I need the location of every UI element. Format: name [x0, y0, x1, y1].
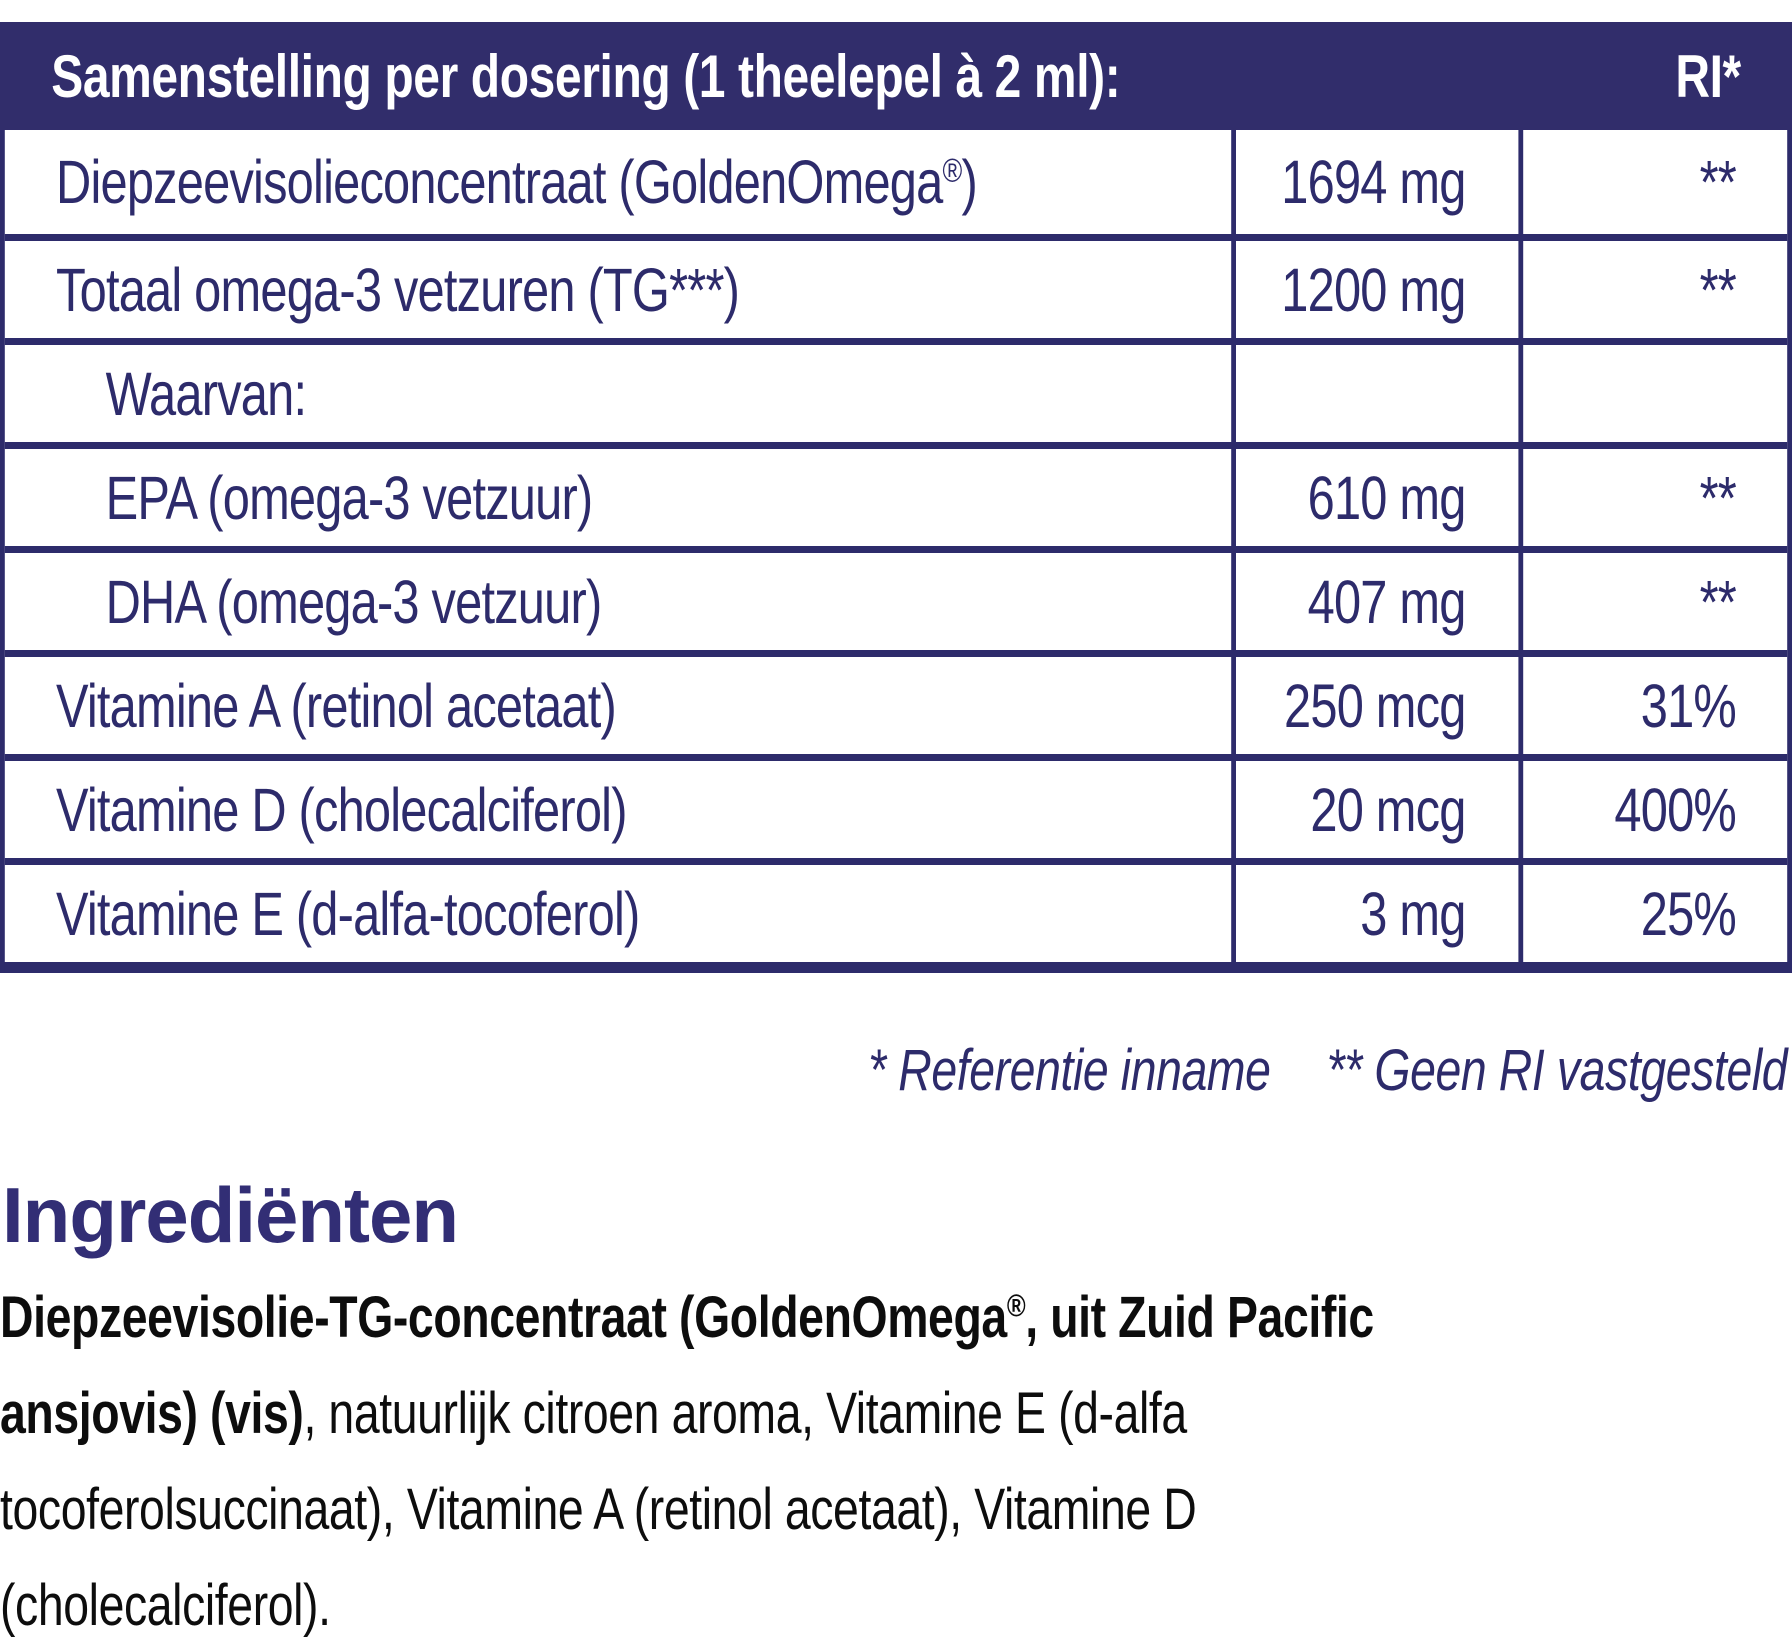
- ingredients-line: Diepzeevisolie-TG-concentraat (GoldenOme…: [0, 1285, 1374, 1350]
- amount-cell: 250 mcg: [1231, 657, 1518, 754]
- table-row: Vitamine A (retinol acetaat) 250 mcg 31%: [4, 650, 1788, 754]
- ri-cell: 400%: [1518, 761, 1787, 858]
- amount-cell: 20 mcg: [1231, 761, 1518, 858]
- table-row: Vitamine E (d-alfa-tocoferol) 3 mg 25%: [4, 858, 1788, 962]
- ingredients-line: ansjovis) (vis), natuurlijk citroen arom…: [0, 1381, 1187, 1446]
- ri-cell: 25%: [1518, 865, 1787, 962]
- table-row: Totaal omega-3 vetzuren (TG***) 1200 mg …: [4, 234, 1788, 338]
- ingredient-name-cell: EPA (omega-3 vetzuur): [105, 463, 594, 532]
- amount-cell: 1694 mg: [1231, 130, 1518, 234]
- table-row: DHA (omega-3 vetzuur) 407 mg **: [4, 546, 1788, 650]
- ri-cell: **: [1518, 130, 1787, 234]
- ingredients-line: (cholecalciferol).: [0, 1573, 331, 1638]
- registered-trademark: ®: [942, 152, 962, 190]
- nutrition-table: Samenstelling per dosering (1 theelepel …: [0, 22, 1792, 973]
- ingredient-name-cell: DHA (omega-3 vetzuur): [105, 567, 603, 636]
- ingredient-name-cell: Waarvan:: [105, 359, 307, 428]
- footnote: * Referentie inname ** Geen RI vastgestel…: [0, 1031, 1792, 1111]
- ingredients-line: tocoferolsuccinaat), Vitamine A (retinol…: [0, 1477, 1197, 1542]
- registered-trademark: ®: [1006, 1287, 1026, 1324]
- ingredient-name-cell: Diepzeevisolieconcentraat (GoldenOmega®): [56, 148, 978, 216]
- table-row: Waarvan:: [4, 338, 1788, 442]
- table-title: Samenstelling per dosering (1 theelepel …: [51, 42, 1121, 110]
- ri-cell: **: [1518, 553, 1787, 650]
- table-header-bar: Samenstelling per dosering (1 theelepel …: [0, 22, 1792, 130]
- amount-cell: 407 mg: [1231, 553, 1518, 650]
- ingredient-name-cell: Vitamine A (retinol acetaat): [56, 671, 617, 740]
- ri-column-header: RI*: [1675, 42, 1741, 110]
- ingredient-name-cell: Vitamine D (cholecalciferol): [56, 775, 627, 844]
- composition-section: Samenstelling per dosering (1 theelepel …: [0, 22, 1792, 1111]
- ingredients-heading: Ingrediënten: [2, 1171, 459, 1259]
- table-row: Vitamine D (cholecalciferol) 20 mcg 400%: [4, 754, 1788, 858]
- ri-cell: **: [1518, 241, 1787, 338]
- ingredient-name-cell: Totaal omega-3 vetzuren (TG***): [56, 255, 740, 324]
- footnote-no-ri: ** Geen RI vastgesteld: [1326, 1038, 1788, 1103]
- ri-cell: **: [1518, 449, 1787, 546]
- ri-cell: 31%: [1518, 657, 1787, 754]
- table-row: Diepzeevisolieconcentraat (GoldenOmega®)…: [5, 130, 1787, 234]
- amount-cell: 3 mg: [1231, 865, 1518, 962]
- footnote-reference-intake: * Referentie inname: [868, 1038, 1271, 1103]
- amount-cell: 1200 mg: [1231, 241, 1518, 338]
- amount-cell: 610 mg: [1231, 449, 1518, 546]
- ri-cell: [1518, 345, 1787, 442]
- ingredient-name-cell: Vitamine E (d-alfa-tocoferol): [56, 879, 640, 948]
- table-row: EPA (omega-3 vetzuur) 610 mg **: [4, 442, 1788, 546]
- amount-cell: [1231, 345, 1518, 442]
- ingredients-paragraph: Diepzeevisolie-TG-concentraat (GoldenOme…: [0, 1270, 1792, 1650]
